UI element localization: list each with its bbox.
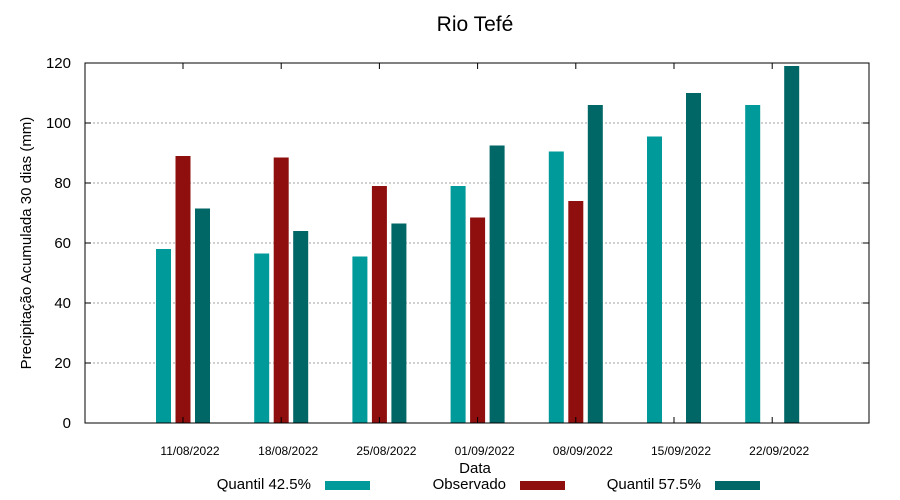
bar-quantil-57-5	[489, 145, 505, 423]
y-tick-label: 20	[54, 355, 71, 372]
legend-swatch	[715, 481, 760, 490]
bar-quantil-42-5	[352, 256, 368, 423]
y-tick-label: 100	[46, 115, 71, 132]
bar-observado	[273, 157, 289, 423]
x-tick-label: 15/09/2022	[651, 444, 711, 458]
bar-quantil-42-5	[254, 253, 270, 423]
bar-observado	[470, 217, 486, 423]
bar-quantil-57-5	[587, 105, 603, 423]
bars	[156, 66, 800, 423]
bar-quantil-57-5	[195, 208, 210, 423]
y-tick-label: 80	[54, 175, 71, 192]
bar-quantil-57-5	[784, 66, 800, 423]
legend-swatch	[520, 481, 565, 490]
y-tick-label: 120	[46, 55, 71, 72]
y-axis-label: Precipitação Acumulada 30 dias (mm)	[18, 117, 35, 370]
bar-observado	[175, 156, 191, 423]
bar-quantil-42-5	[548, 151, 564, 423]
bar-observado	[568, 201, 584, 423]
legend-label: Quantil 42.5%	[217, 476, 311, 493]
x-tick-label: 11/08/2022	[160, 444, 219, 458]
x-tick-label: 22/09/2022	[749, 444, 809, 458]
bar-quantil-57-5	[293, 231, 309, 423]
x-axis-label: Data	[459, 460, 491, 477]
x-tick-label: 25/08/2022	[356, 444, 416, 458]
bar-observado	[371, 186, 387, 423]
bar-quantil-42-5	[450, 186, 466, 423]
bar-quantil-42-5	[156, 249, 171, 423]
x-tick-label: 08/09/2022	[553, 444, 613, 458]
x-tick-label: 01/09/2022	[455, 444, 515, 458]
legend: Quantil 42.5% Observado Quantil 57.5%	[217, 476, 760, 493]
y-tick-label: 60	[54, 235, 71, 252]
bar-quantil-42-5	[745, 105, 761, 423]
x-axis-ticks: 11/08/2022 18/08/2022 25/08/2022 01/09/2022…	[160, 63, 810, 458]
y-tick-label: 40	[54, 295, 71, 312]
y-axis-ticks: 0 20 40 60 80 100 120	[46, 55, 869, 432]
legend-swatch	[325, 481, 370, 490]
x-tick-label: 18/08/2022	[258, 444, 318, 458]
legend-label: Observado	[433, 476, 506, 493]
y-tick-label: 0	[63, 415, 71, 432]
bar-quantil-42-5	[647, 136, 662, 423]
legend-label: Quantil 57.5%	[607, 476, 701, 493]
bar-quantil-57-5	[391, 223, 407, 423]
bar-quantil-57-5	[686, 93, 701, 423]
chart-title: Rio Tefé	[437, 13, 514, 36]
